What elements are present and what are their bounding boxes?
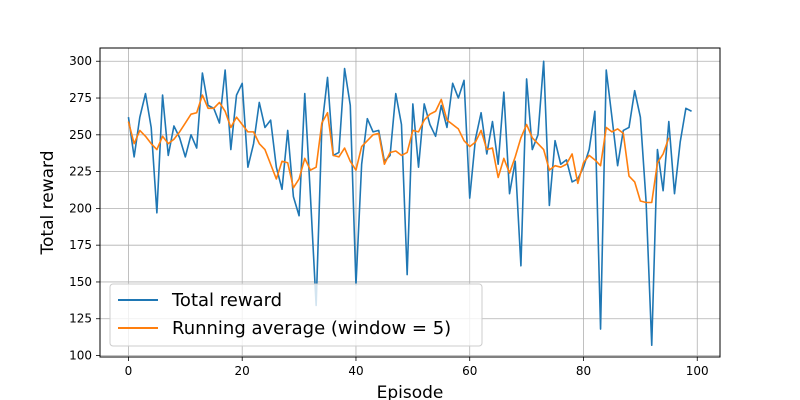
- x-axis-label: Episode: [377, 383, 444, 400]
- x-tick-label: 20: [235, 364, 250, 378]
- y-tick-label: 250: [69, 128, 92, 142]
- y-tick-label: 300: [69, 54, 92, 68]
- y-tick-label: 175: [69, 238, 92, 252]
- x-tick-label: 60: [462, 364, 477, 378]
- x-tick-label: 0: [125, 364, 133, 378]
- plot-frame: [99, 47, 721, 358]
- y-axis-label: Total reward: [38, 151, 58, 256]
- legend-label-running-average: Running average (window = 5): [172, 318, 451, 339]
- legend-label-total-reward: Total reward: [171, 290, 282, 311]
- y-tick-label: 200: [69, 201, 92, 215]
- y-tick-label: 100: [69, 349, 92, 363]
- axis-ticks: 0 20 40 60 80 100 100 125 150 175 200 225 250 275 300: [69, 54, 709, 378]
- y-tick-label: 225: [69, 165, 92, 179]
- x-tick-label: 80: [576, 364, 591, 378]
- x-tick-label: 100: [686, 364, 709, 378]
- legend-box: [109, 283, 483, 347]
- legend: Total reward Running average (window = 5…: [109, 283, 483, 347]
- x-tick-label: 40: [348, 364, 363, 378]
- y-tick-label: 125: [69, 312, 92, 326]
- series-line-0: [127, 60, 692, 347]
- y-tick-label: 275: [69, 91, 92, 105]
- series-line-1: [127, 94, 670, 204]
- series-group: [127, 60, 692, 347]
- y-tick-label: 150: [69, 275, 92, 289]
